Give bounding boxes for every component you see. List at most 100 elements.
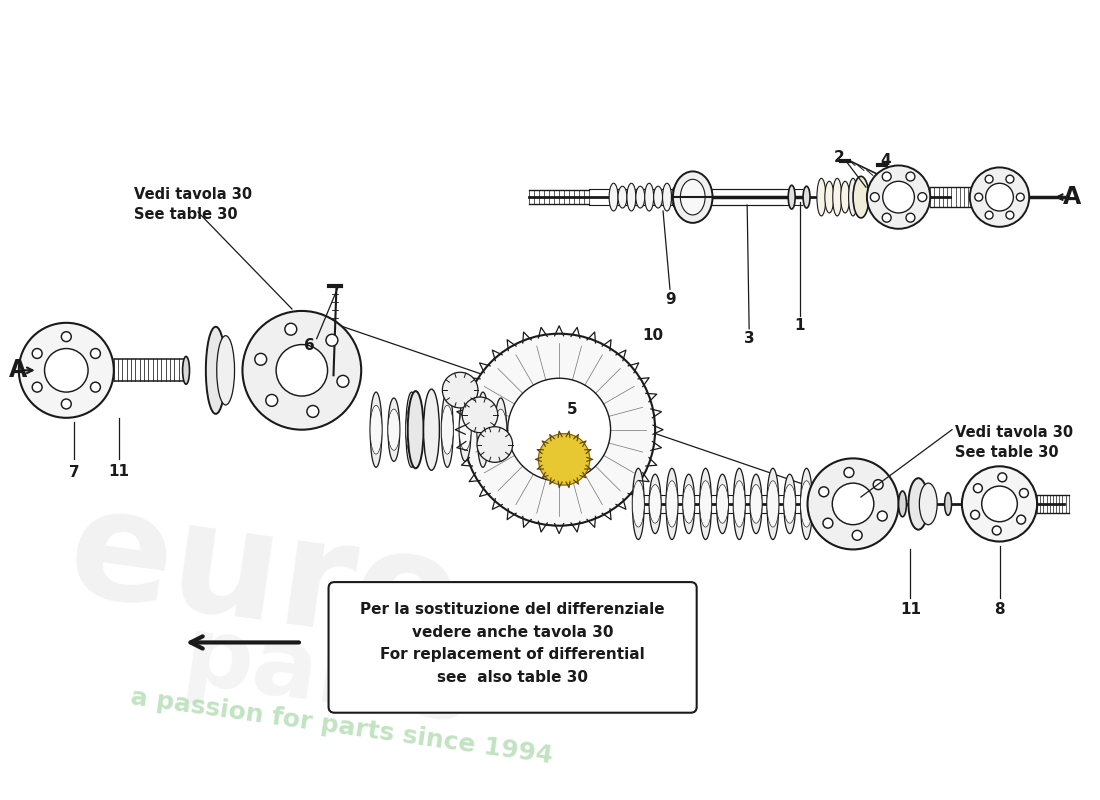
Ellipse shape: [690, 186, 698, 208]
Ellipse shape: [441, 392, 453, 467]
Text: A: A: [9, 358, 26, 382]
Circle shape: [998, 473, 1006, 482]
Circle shape: [878, 511, 888, 521]
Circle shape: [32, 382, 42, 392]
Circle shape: [870, 193, 879, 202]
Ellipse shape: [406, 392, 418, 467]
Ellipse shape: [716, 474, 728, 534]
Circle shape: [266, 394, 277, 406]
Ellipse shape: [424, 398, 436, 462]
Ellipse shape: [833, 178, 842, 216]
Ellipse shape: [851, 485, 862, 523]
Ellipse shape: [459, 409, 471, 450]
Ellipse shape: [801, 468, 813, 539]
Ellipse shape: [716, 485, 728, 523]
Text: euro: euro: [59, 477, 469, 679]
Circle shape: [818, 487, 828, 497]
Circle shape: [255, 354, 266, 366]
Text: Vedi tavola 30
See table 30: Vedi tavola 30 See table 30: [133, 187, 252, 222]
Ellipse shape: [681, 179, 705, 215]
Ellipse shape: [825, 182, 834, 213]
Ellipse shape: [408, 391, 424, 468]
Ellipse shape: [370, 406, 382, 454]
Circle shape: [285, 323, 297, 335]
Circle shape: [62, 399, 72, 409]
Circle shape: [844, 467, 854, 478]
Ellipse shape: [662, 183, 671, 211]
Ellipse shape: [784, 485, 795, 523]
Ellipse shape: [206, 326, 225, 414]
Circle shape: [442, 372, 478, 408]
Circle shape: [917, 193, 927, 202]
Ellipse shape: [899, 491, 906, 517]
Ellipse shape: [666, 481, 678, 527]
Circle shape: [986, 175, 993, 183]
Ellipse shape: [666, 468, 678, 539]
Circle shape: [882, 172, 891, 181]
Ellipse shape: [767, 481, 779, 527]
Circle shape: [981, 486, 1018, 522]
Ellipse shape: [609, 183, 618, 211]
Ellipse shape: [683, 474, 695, 534]
Ellipse shape: [627, 183, 636, 211]
Ellipse shape: [495, 409, 507, 450]
Ellipse shape: [649, 474, 661, 534]
Circle shape: [90, 349, 100, 358]
Circle shape: [970, 167, 1030, 227]
Ellipse shape: [734, 468, 745, 539]
Ellipse shape: [441, 406, 453, 454]
Circle shape: [906, 172, 915, 181]
Circle shape: [1005, 175, 1014, 183]
Ellipse shape: [424, 389, 439, 470]
Ellipse shape: [909, 478, 928, 530]
Ellipse shape: [217, 336, 234, 405]
Ellipse shape: [767, 468, 779, 539]
Ellipse shape: [857, 182, 866, 213]
Ellipse shape: [700, 481, 712, 527]
Ellipse shape: [834, 481, 846, 527]
Circle shape: [477, 426, 513, 462]
Circle shape: [974, 484, 982, 493]
Ellipse shape: [388, 409, 399, 450]
Text: 9: 9: [666, 291, 676, 306]
Circle shape: [906, 214, 915, 222]
Ellipse shape: [851, 474, 862, 534]
Ellipse shape: [632, 481, 645, 527]
Circle shape: [337, 375, 349, 387]
Text: Vedi tavola 30
See table 30: Vedi tavola 30 See table 30: [955, 425, 1074, 459]
Ellipse shape: [495, 398, 507, 462]
Text: 4: 4: [880, 153, 891, 168]
Ellipse shape: [388, 398, 399, 462]
Ellipse shape: [848, 178, 858, 216]
Circle shape: [242, 311, 361, 430]
Circle shape: [19, 323, 113, 418]
Circle shape: [62, 332, 72, 342]
Circle shape: [508, 378, 611, 481]
Ellipse shape: [750, 485, 762, 523]
Circle shape: [992, 526, 1001, 535]
Circle shape: [276, 345, 328, 396]
Ellipse shape: [424, 409, 436, 450]
Ellipse shape: [750, 474, 762, 534]
Circle shape: [986, 211, 993, 219]
Text: 1: 1: [794, 318, 805, 334]
Ellipse shape: [406, 406, 418, 454]
Text: a passion for parts since 1994: a passion for parts since 1994: [129, 685, 554, 768]
Circle shape: [975, 193, 982, 201]
Text: 5: 5: [566, 402, 578, 418]
Circle shape: [873, 480, 883, 490]
Text: Per la sostituzione del differenziale
vedere anche tavola 30
For replacement of : Per la sostituzione del differenziale ve…: [361, 602, 664, 686]
Text: 8: 8: [994, 602, 1004, 618]
Ellipse shape: [789, 186, 795, 209]
Circle shape: [1016, 515, 1025, 524]
Circle shape: [852, 530, 862, 540]
Circle shape: [867, 166, 931, 229]
Ellipse shape: [683, 485, 695, 523]
Ellipse shape: [817, 178, 826, 216]
Text: 11: 11: [108, 464, 130, 478]
FancyBboxPatch shape: [329, 582, 696, 713]
Circle shape: [44, 349, 88, 392]
Circle shape: [882, 214, 891, 222]
Ellipse shape: [817, 474, 829, 534]
Circle shape: [463, 334, 656, 526]
